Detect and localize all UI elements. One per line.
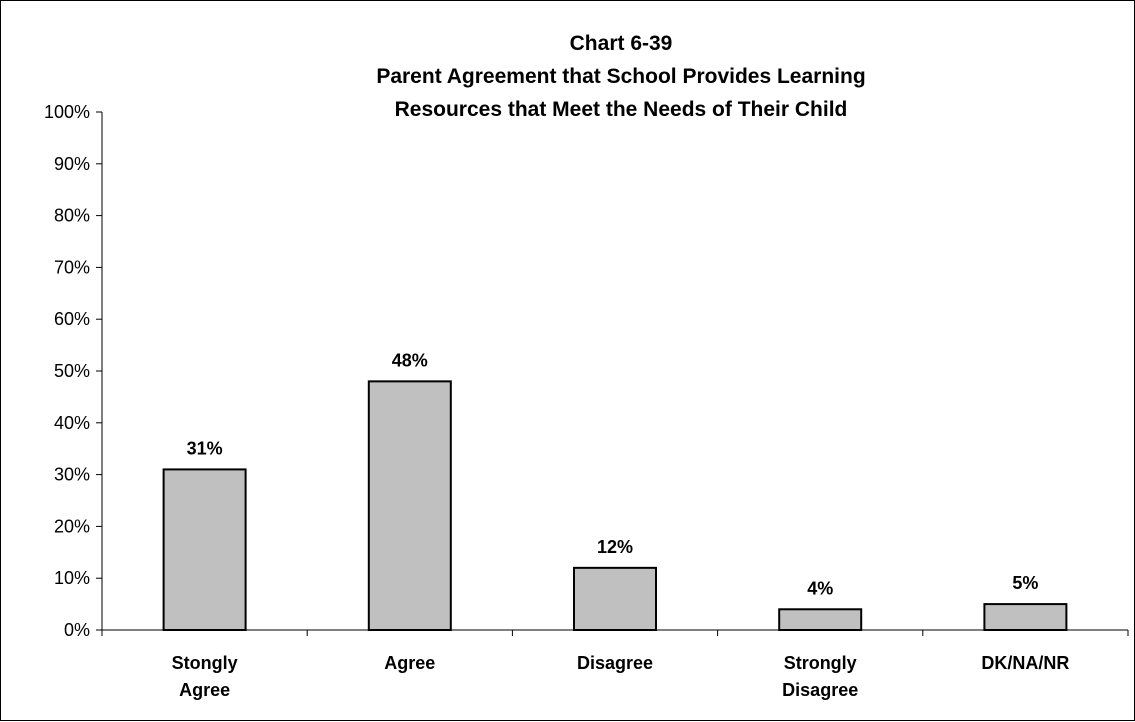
chart-title: Chart 6-39 Parent Agreement that School … (376, 32, 865, 121)
x-tick-label: DK/NA/NR (981, 653, 1069, 673)
data-labels: 31% 48% 12% 4% 5% (187, 350, 1039, 598)
bar (367, 380, 452, 631)
y-tick-label: 40% (54, 413, 90, 433)
x-tick-label: Stongly (172, 653, 238, 673)
y-tick-label: 50% (54, 361, 90, 381)
y-tick-label: 60% (54, 309, 90, 329)
x-tick-label: Strongly (784, 653, 857, 673)
data-label: 48% (392, 350, 428, 370)
x-tick-label: Agree (384, 653, 435, 673)
bar (983, 603, 1068, 631)
bars (162, 380, 1068, 632)
chart-title-line-3: Resources that Meet the Needs of Their C… (395, 98, 848, 121)
y-tick-label: 100% (44, 102, 90, 122)
x-tick-label: Disagree (577, 653, 653, 673)
y-tick-label: 20% (54, 516, 90, 536)
data-label: 4% (807, 578, 833, 598)
x-tick-label: Disagree (782, 680, 858, 700)
bar (778, 608, 863, 632)
bar (162, 468, 247, 632)
data-label: 12% (597, 537, 633, 557)
chart-title-line-2: Parent Agreement that School Provides Le… (376, 65, 865, 88)
x-tick-label: Agree (179, 680, 230, 700)
y-tick-label: 90% (54, 154, 90, 174)
y-tick-label: 30% (54, 465, 90, 485)
y-tick-label: 0% (64, 620, 90, 640)
chart-title-line-1: Chart 6-39 (570, 32, 673, 55)
data-label: 31% (187, 438, 223, 458)
y-tick-label: 10% (54, 568, 90, 588)
data-label: 5% (1012, 573, 1038, 593)
y-tick-label: 80% (54, 206, 90, 226)
y-tick-label: 70% (54, 257, 90, 277)
x-tick-labels: Stongly Agree Agree Disagree Strongly Disagre… (172, 653, 1070, 700)
bar (573, 566, 657, 632)
y-axis: 0% 10% 20% 30% 40% 50% 60% 70% 80% 90% 100% (44, 102, 103, 640)
